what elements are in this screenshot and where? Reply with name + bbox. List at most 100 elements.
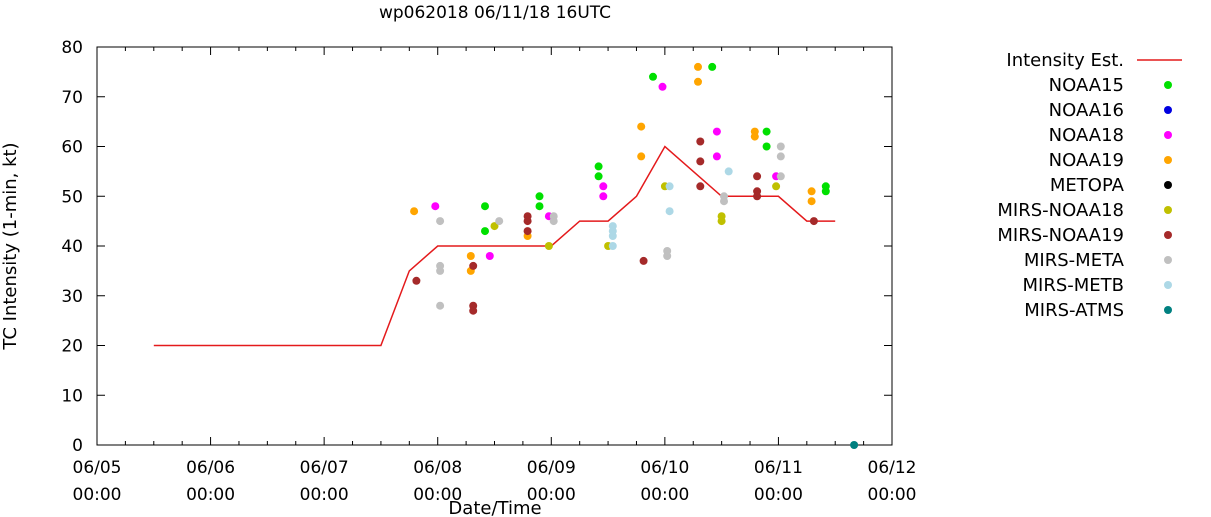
- point-mirs-noaa19: [469, 261, 478, 270]
- intensity-est-line: [153, 145, 836, 347]
- point-mirs-metb: [608, 242, 617, 250]
- x-axis-label: Date/Time: [448, 498, 541, 517]
- legend-swatch-mirs-noaa18: [1164, 206, 1172, 214]
- point-mirs-meta: [436, 217, 445, 226]
- point-mirs-meta: [720, 197, 728, 206]
- x-tick-label-time: 00:00: [413, 485, 462, 505]
- point-mirs-noaa19: [696, 182, 705, 191]
- point-noaa18: [658, 82, 667, 91]
- x-tick-label-date: 06/09: [527, 458, 576, 478]
- point-mirs-noaa18: [490, 222, 499, 231]
- point-noaa18: [712, 152, 721, 161]
- point-noaa19: [750, 132, 759, 141]
- x-tick-label-time: 00:00: [754, 485, 803, 505]
- x-tick-label-time: 00:00: [527, 485, 576, 505]
- point-noaa15: [762, 142, 771, 151]
- point-mirs-noaa19: [412, 276, 421, 285]
- point-mirs-noaa19: [523, 217, 532, 226]
- legend-swatch-mirs-metb: [1164, 281, 1172, 289]
- x-tick-label-time: 00:00: [186, 485, 235, 505]
- legend-swatch-noaa16: [1164, 106, 1172, 114]
- y-tick-label: 70: [61, 88, 83, 108]
- point-mirs-meta: [436, 301, 445, 310]
- point-noaa15: [649, 72, 657, 81]
- legend-label-metopa: METOPA: [1050, 175, 1125, 196]
- y-tick-label: 80: [61, 38, 83, 58]
- point-mirs-noaa19: [753, 192, 762, 201]
- legend-label-mirs-noaa18: MIRS-NOAA18: [997, 200, 1124, 221]
- y-tick-label: 40: [61, 237, 83, 257]
- legend-label-intensity-est-: Intensity Est.: [1006, 50, 1124, 71]
- point-noaa19: [466, 252, 475, 260]
- point-noaa19: [807, 187, 816, 196]
- point-noaa15: [594, 172, 603, 181]
- point-mirs-meta: [436, 266, 445, 275]
- point-mirs-noaa19: [523, 227, 532, 236]
- point-mirs-metb: [608, 232, 617, 240]
- point-mirs-noaa19: [469, 306, 478, 315]
- point-mirs-noaa18: [772, 182, 781, 191]
- point-mirs-noaa18: [717, 217, 726, 226]
- point-noaa15: [481, 227, 489, 236]
- x-tick-label-date: 06/11: [754, 458, 803, 478]
- point-noaa18: [599, 192, 608, 201]
- legend-label-mirs-metb: MIRS-METB: [1022, 275, 1124, 296]
- point-noaa19: [694, 77, 702, 86]
- point-mirs-noaa19: [696, 137, 705, 146]
- legend-label-noaa19: NOAA19: [1049, 150, 1124, 171]
- point-noaa19: [637, 122, 646, 131]
- x-tick-label-date: 06/10: [640, 458, 689, 478]
- point-noaa15: [708, 62, 717, 71]
- x-tick-label-time: 00:00: [73, 485, 122, 505]
- legend-label-noaa18: NOAA18: [1049, 125, 1124, 146]
- point-mirs-noaa19: [809, 217, 818, 226]
- point-mirs-noaa19: [696, 157, 705, 166]
- point-mirs-noaa19: [753, 172, 762, 181]
- point-mirs-meta: [776, 172, 785, 181]
- point-noaa18: [485, 252, 494, 260]
- x-tick-label-date: 06/07: [300, 458, 349, 478]
- point-noaa19: [637, 152, 646, 161]
- point-mirs-noaa18: [544, 242, 553, 250]
- point-noaa15: [594, 162, 603, 171]
- legend-swatch-noaa18: [1164, 131, 1172, 139]
- point-noaa15: [821, 187, 830, 196]
- point-mirs-meta: [776, 142, 785, 151]
- legend-label-noaa15: NOAA15: [1049, 75, 1124, 96]
- point-mirs-meta: [549, 217, 558, 226]
- point-noaa19: [694, 62, 702, 71]
- legend: Intensity Est. NOAA15 NOAA16 NOAA18 NOAA19 ME…: [997, 50, 1182, 321]
- y-tick-label: 0: [72, 436, 83, 456]
- x-tick-label-date: 06/08: [413, 458, 462, 478]
- x-tick-label-date: 06/06: [186, 458, 235, 478]
- point-noaa18: [431, 202, 440, 211]
- x-tick-label-time: 00:00: [300, 485, 349, 505]
- point-noaa15: [481, 202, 489, 211]
- point-noaa15: [762, 127, 771, 136]
- legend-label-mirs-atms: MIRS-ATMS: [1024, 300, 1124, 321]
- y-tick-label: 50: [61, 187, 83, 207]
- x-tick-label-date: 06/05: [73, 458, 122, 478]
- point-mirs-metb: [724, 167, 733, 176]
- y-axis-label: TC Intensity (1-min, kt): [0, 142, 21, 350]
- legend-swatch-metopa: [1164, 181, 1172, 189]
- point-noaa19: [807, 197, 816, 206]
- point-noaa18: [712, 127, 721, 136]
- x-tick-label-time: 00:00: [868, 485, 917, 505]
- legend-label-mirs-noaa19: MIRS-NOAA19: [997, 225, 1124, 246]
- point-mirs-meta: [495, 217, 504, 226]
- y-tick-label: 30: [61, 287, 83, 307]
- point-noaa18: [599, 182, 608, 191]
- point-mirs-atms: [850, 441, 859, 449]
- point-noaa15: [535, 202, 544, 211]
- y-tick-label: 60: [61, 138, 83, 158]
- point-noaa15: [535, 192, 544, 201]
- point-mirs-meta: [663, 252, 672, 260]
- legend-swatch-mirs-meta: [1164, 256, 1172, 264]
- plot-area: 0 10 20 30 40 50 60 70 80 06/05 00:00 06/06 00:00 06/…: [61, 38, 916, 505]
- point-mirs-noaa19: [639, 256, 648, 265]
- point-mirs-meta: [776, 152, 785, 161]
- point-noaa19: [410, 207, 419, 216]
- x-tick-label-date: 06/12: [868, 458, 917, 478]
